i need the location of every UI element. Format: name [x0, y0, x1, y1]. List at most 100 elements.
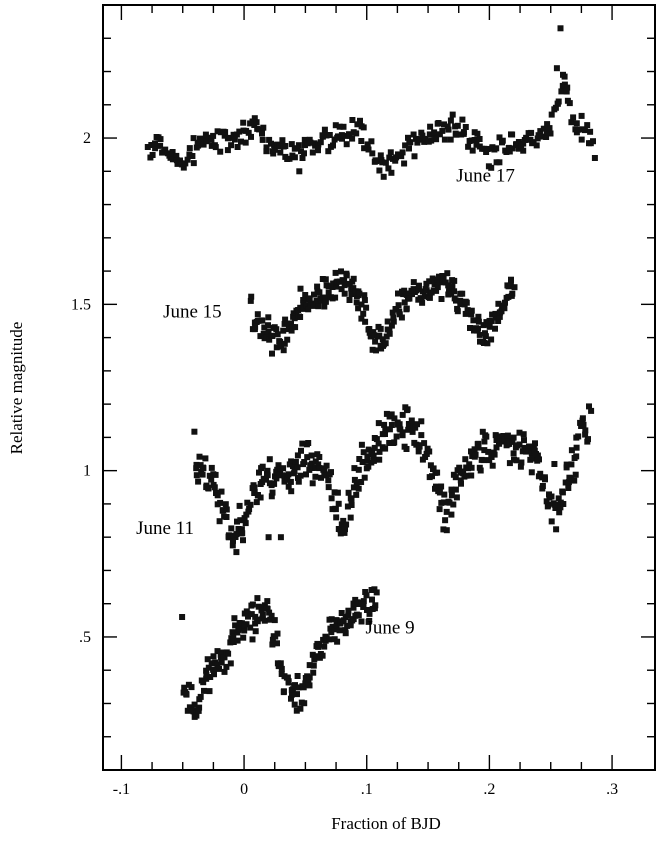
data-point: [240, 537, 246, 544]
data-point: [216, 518, 223, 525]
data-point: [208, 136, 215, 143]
data-point: [399, 411, 406, 418]
data-point: [306, 674, 313, 681]
data-point: [259, 479, 266, 486]
data-point: [230, 633, 237, 640]
data-point: [261, 617, 268, 624]
data-point: [429, 275, 436, 282]
data-point: [200, 465, 207, 472]
data-point: [348, 502, 355, 508]
data-point: [297, 314, 304, 320]
data-point: [401, 287, 408, 294]
data-point: [349, 117, 356, 123]
data-point: [208, 660, 215, 667]
data-point: [263, 144, 270, 151]
y-tick-label: 1.5: [71, 296, 91, 313]
data-point: [239, 530, 246, 537]
data-point: [247, 501, 254, 508]
data-point: [297, 285, 304, 292]
data-point: [376, 456, 383, 463]
data-point: [285, 483, 292, 490]
data-point: [453, 297, 459, 304]
data-point: [217, 499, 224, 506]
data-point: [555, 98, 562, 105]
data-point: [193, 465, 200, 472]
y-tick-label: 2: [83, 130, 91, 147]
data-point: [419, 132, 426, 139]
data-point: [330, 280, 337, 287]
data-point: [528, 129, 535, 136]
data-point: [360, 601, 367, 608]
data-point: [483, 433, 490, 440]
data-point: [340, 123, 347, 130]
data-point: [342, 627, 349, 634]
data-point: [306, 466, 313, 473]
data-point: [426, 294, 433, 301]
data-point: [221, 668, 228, 675]
data-point: [503, 149, 510, 155]
data-point: [294, 691, 300, 698]
data-point: [484, 146, 491, 152]
data-point: [217, 148, 224, 155]
data-point: [492, 314, 499, 321]
data-point: [410, 279, 417, 286]
y-axis-title: Relative magnitude: [7, 322, 26, 455]
data-point: [385, 165, 392, 172]
data-point: [539, 483, 546, 489]
data-point: [399, 429, 406, 436]
data-point: [575, 433, 582, 440]
data-point: [590, 138, 596, 145]
data-point: [433, 287, 440, 294]
data-point: [195, 707, 202, 714]
data-point: [218, 488, 225, 495]
data-point: [563, 88, 570, 95]
data-point: [345, 612, 352, 619]
data-point: [585, 436, 591, 443]
data-point: [353, 299, 360, 306]
data-point: [205, 664, 212, 671]
data-point: [193, 461, 200, 468]
data-point: [376, 332, 383, 339]
data-point: [225, 534, 232, 541]
data-point: [350, 616, 357, 623]
data-point: [405, 421, 412, 427]
data-point: [281, 472, 288, 479]
data-point: [516, 429, 523, 436]
data-point: [573, 453, 580, 460]
data-point: [447, 117, 454, 124]
data-point: [191, 428, 198, 435]
data-point: [251, 484, 258, 491]
data-point: [586, 403, 592, 410]
data-point: [333, 622, 340, 629]
data-point: [360, 598, 367, 605]
data-point: [505, 144, 512, 151]
data-point: [365, 446, 372, 453]
data-point: [415, 448, 422, 455]
data-point: [233, 531, 240, 538]
data-point: [306, 682, 313, 689]
data-point: [386, 440, 393, 446]
data-point: [280, 347, 287, 354]
data-point: [253, 499, 260, 506]
data-point: [220, 507, 227, 514]
data-point: [276, 143, 283, 149]
data-point: [568, 447, 575, 454]
data-point: [370, 457, 377, 464]
data-point: [221, 132, 228, 139]
data-point: [392, 157, 399, 164]
data-point: [281, 340, 288, 347]
data-point: [544, 129, 550, 136]
data-point: [240, 634, 247, 641]
data-point: [395, 302, 402, 309]
data-point: [297, 304, 304, 311]
data-point: [315, 147, 321, 154]
data-point: [301, 136, 308, 143]
x-axis-title: Fraction of BJD: [331, 814, 441, 833]
data-point: [358, 315, 365, 322]
data-point: [395, 290, 401, 297]
data-point: [360, 310, 367, 317]
data-point: [350, 600, 357, 607]
data-point: [423, 287, 430, 294]
data-point: [308, 452, 315, 459]
data-point: [347, 622, 354, 629]
